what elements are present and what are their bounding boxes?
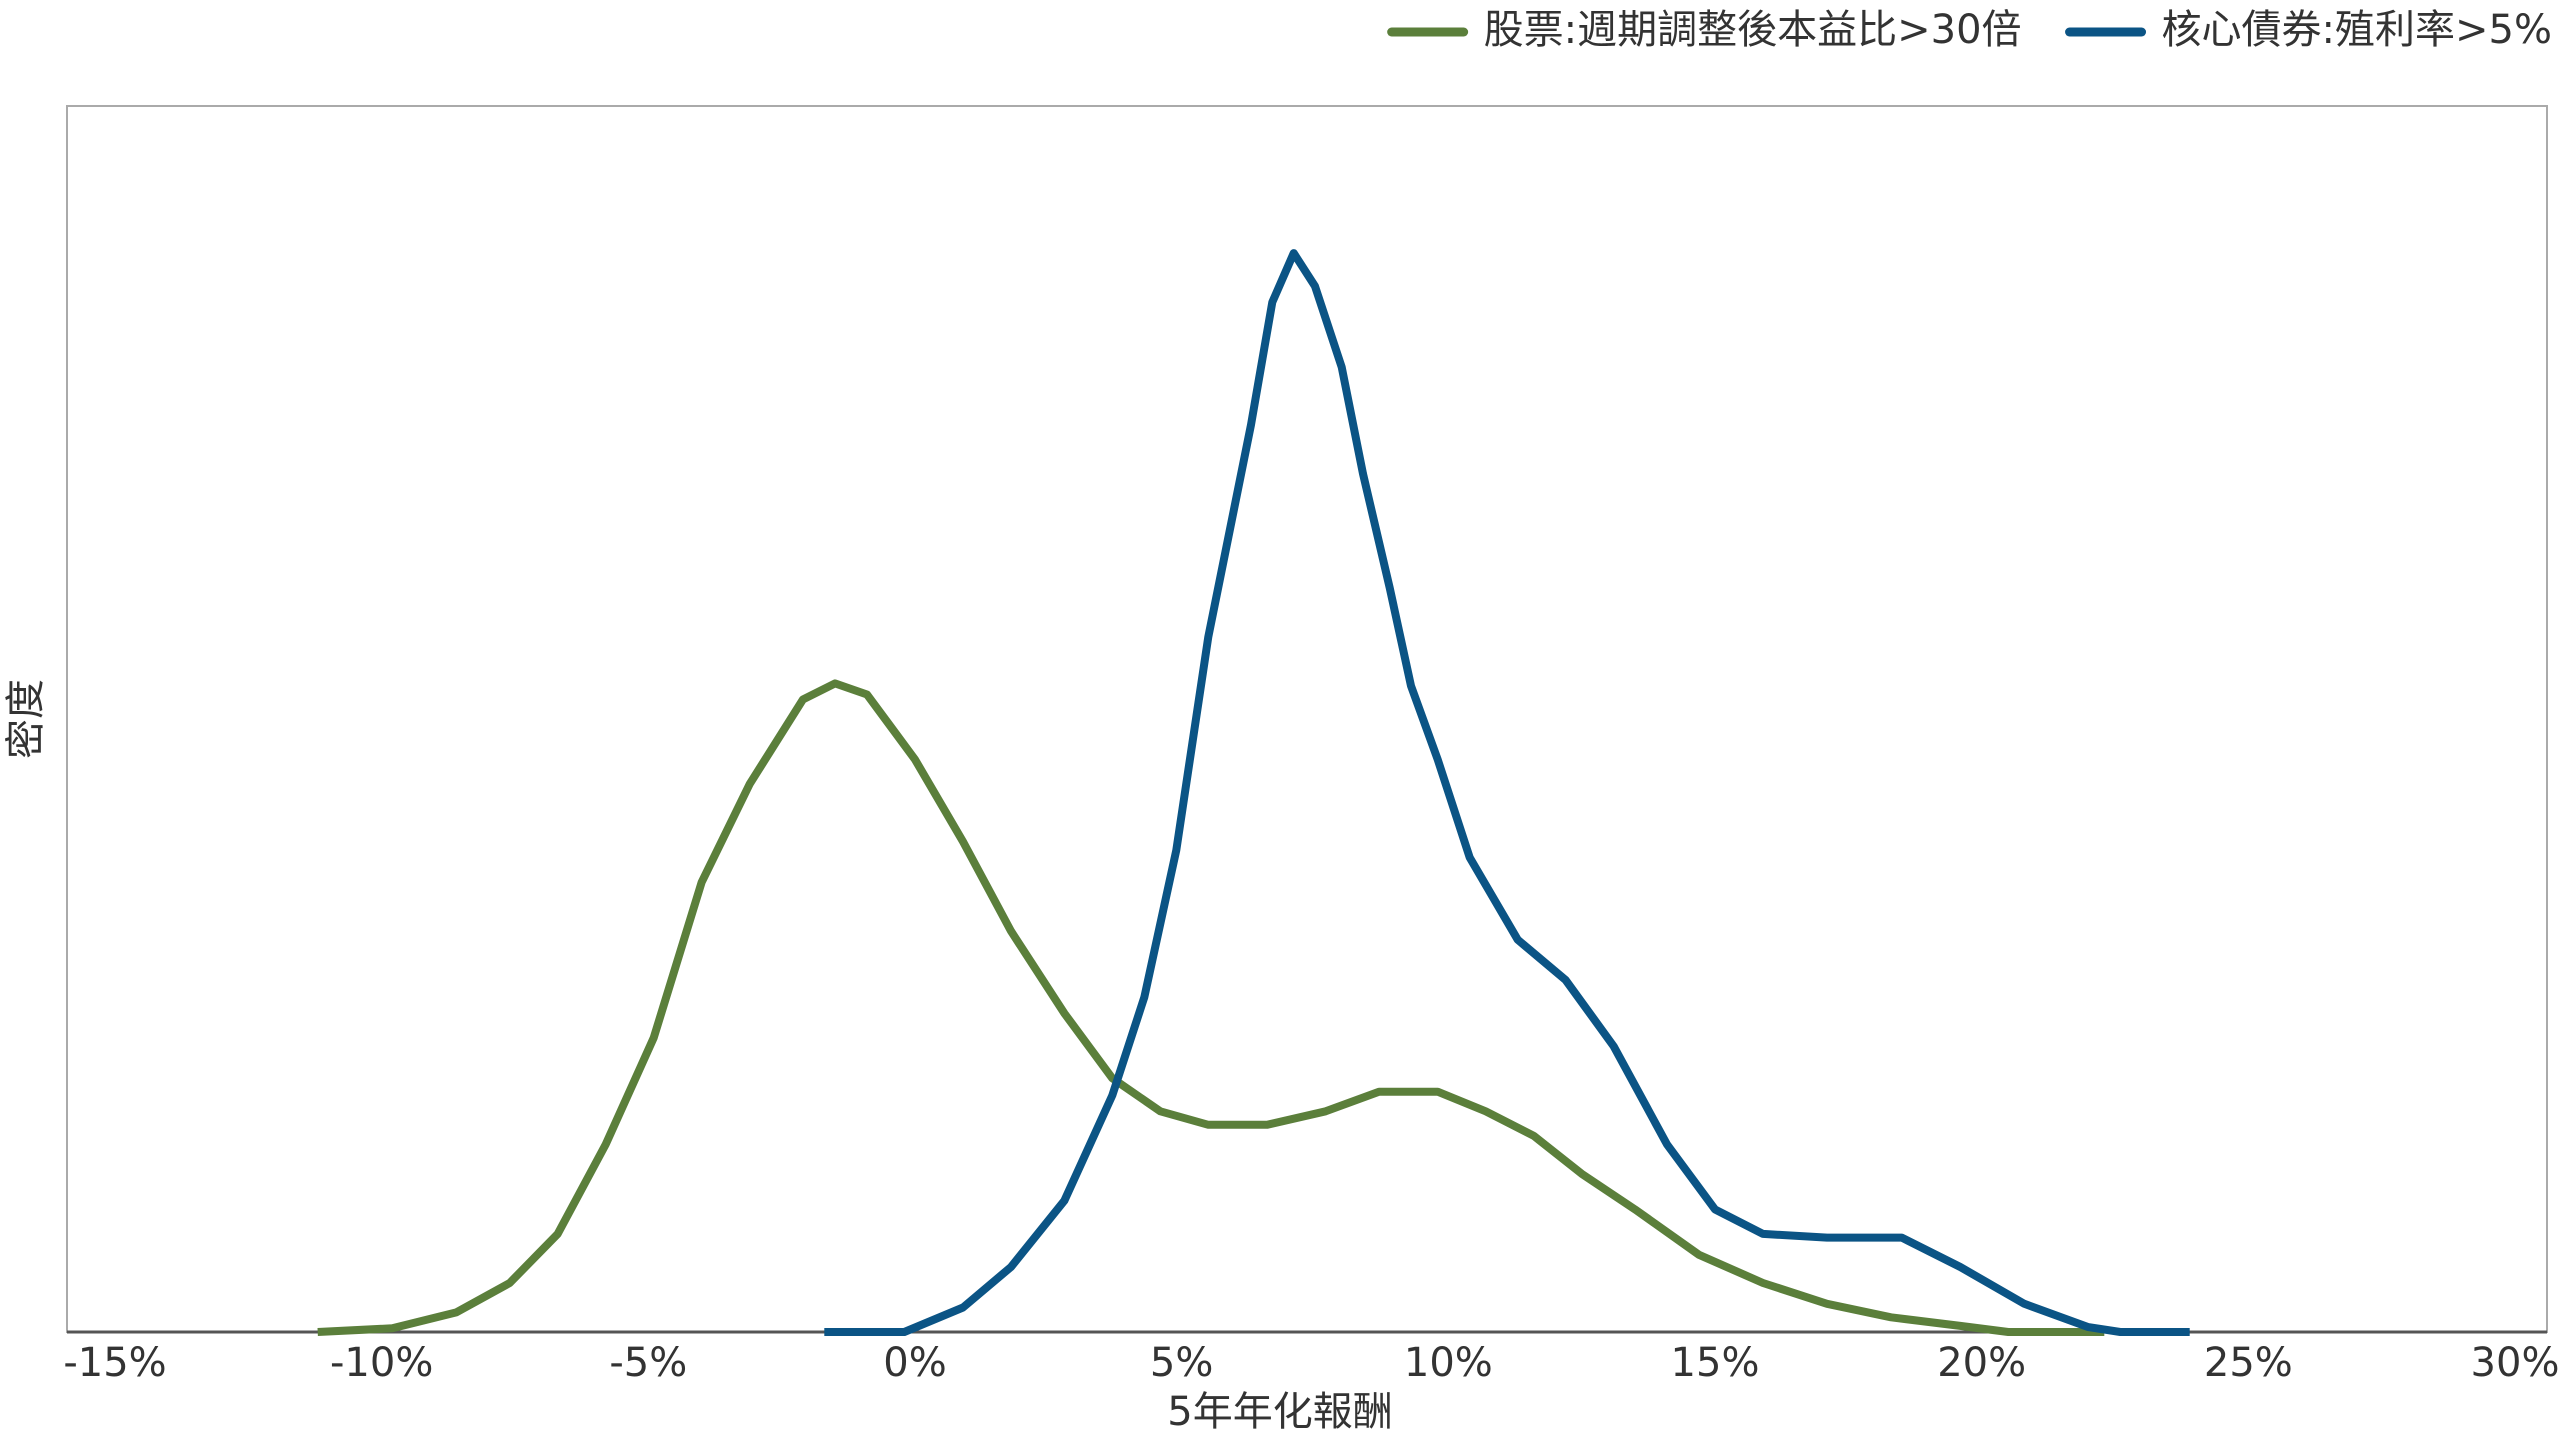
plot-frame xyxy=(66,105,2548,1333)
density-line xyxy=(824,249,2190,1336)
x-tick-label: 0% xyxy=(883,1340,946,1386)
x-tick-label: 25% xyxy=(2204,1340,2293,1386)
x-tick-label: -5% xyxy=(609,1340,687,1386)
x-tick-label: -10% xyxy=(330,1340,433,1386)
x-tick-label: 30% xyxy=(2471,1340,2560,1386)
x-tick-label: 20% xyxy=(1937,1340,2026,1386)
legend-label: 核心債券:殖利率>5% xyxy=(2162,7,2552,53)
x-tick-label: 10% xyxy=(1404,1340,1493,1386)
density-line xyxy=(317,679,2105,1336)
x-tick-label: 5% xyxy=(1150,1340,1213,1386)
legend-label: 股票:週期調整後本益比>30倍 xyxy=(1484,7,2022,53)
x-tick-label: -15% xyxy=(63,1340,166,1386)
x-tick-label: 15% xyxy=(1671,1340,1760,1386)
y-axis-label: 密度 xyxy=(3,679,49,759)
x-axis-label: 5年年化報酬 xyxy=(1167,1389,1392,1435)
